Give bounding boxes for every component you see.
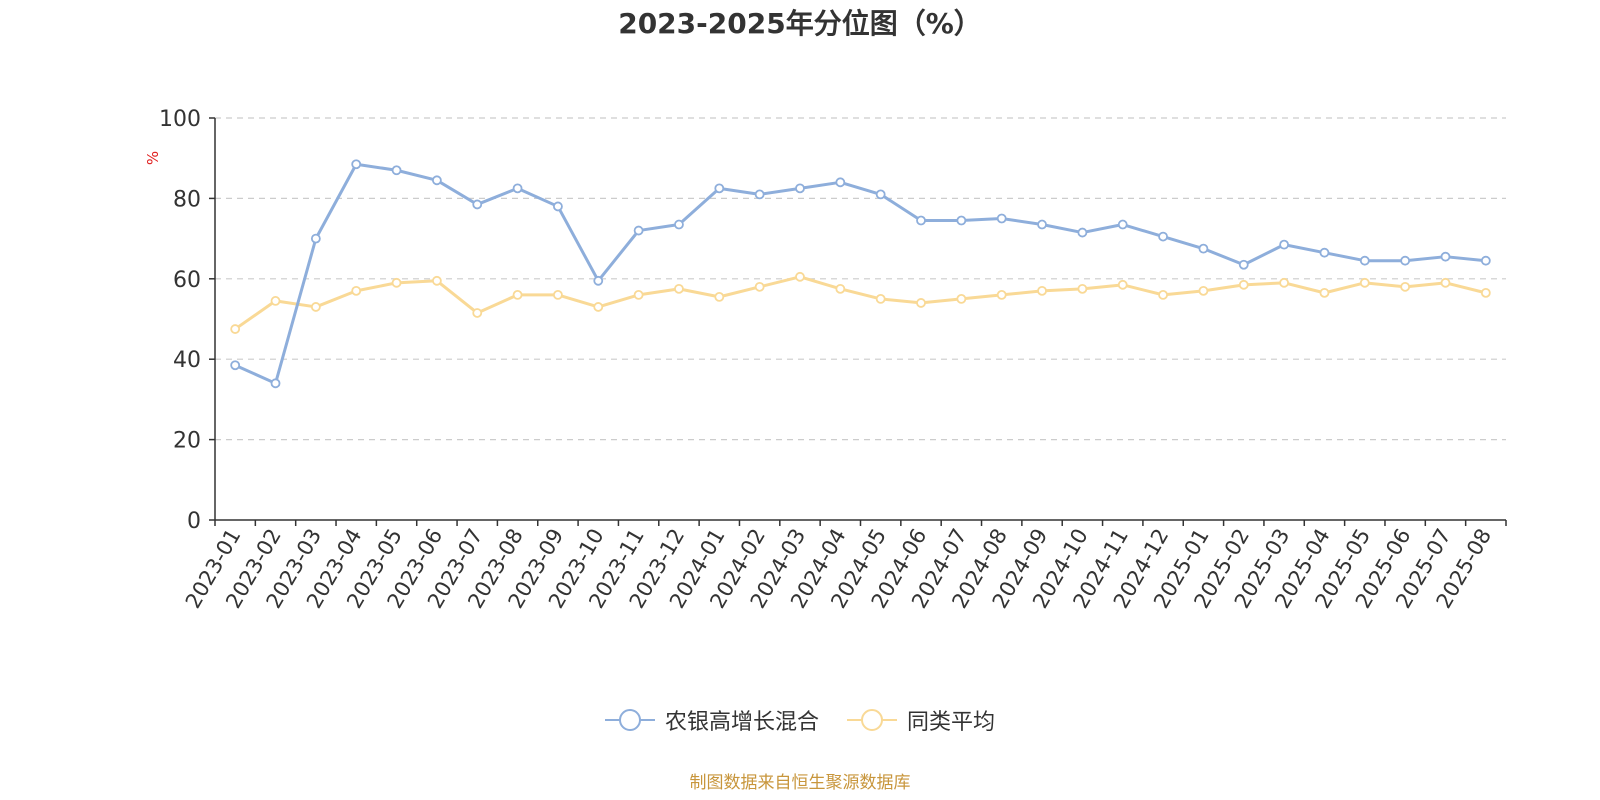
data-point	[714, 291, 725, 302]
legend-label-series-0: 农银高增长混合	[664, 710, 819, 735]
data-point	[1359, 255, 1370, 266]
data-point	[351, 285, 362, 296]
data-point	[1400, 255, 1411, 266]
data-point	[512, 183, 523, 194]
data-point	[674, 219, 684, 230]
data-point	[996, 213, 1007, 224]
data-point	[1037, 219, 1047, 230]
data-point	[916, 298, 926, 308]
data-point	[1480, 255, 1491, 266]
y-tick-label: 20	[173, 429, 201, 454]
data-point	[1238, 259, 1249, 270]
data-point	[754, 189, 765, 200]
data-point	[270, 378, 281, 389]
data-point	[1440, 251, 1451, 262]
y-axis-label: %	[144, 151, 162, 165]
data-point	[1117, 279, 1128, 290]
data-point	[1279, 277, 1290, 288]
data-point	[633, 225, 644, 236]
data-point	[956, 215, 967, 226]
data-point	[310, 302, 321, 312]
data-point	[916, 215, 926, 226]
series-1	[230, 271, 1491, 334]
data-point	[593, 275, 604, 286]
data-point	[553, 201, 563, 212]
data-point	[835, 283, 846, 294]
data-point	[956, 293, 967, 304]
data-point	[1359, 277, 1370, 288]
data-point	[1480, 287, 1491, 298]
line-chart: 020406080100%2023-012023-022023-032023-0…	[144, 107, 1507, 612]
y-tick-label: 40	[173, 348, 201, 373]
legend-marker-series-1	[847, 709, 897, 731]
legend-label-series-1: 同类平均	[907, 710, 996, 735]
data-point	[391, 277, 402, 288]
data-point	[795, 271, 805, 282]
y-tick-label: 0	[187, 509, 201, 534]
data-point	[674, 283, 684, 294]
data-point	[1158, 289, 1168, 300]
y-tick-label: 60	[173, 268, 201, 293]
data-point	[1077, 227, 1088, 238]
data-point	[1400, 281, 1411, 292]
data-point	[1117, 219, 1128, 230]
chart-title: 2023-2025年分位图（%）	[618, 7, 982, 40]
data-point	[230, 360, 241, 371]
data-point	[1319, 287, 1330, 298]
data-point	[754, 281, 765, 292]
data-point	[1440, 277, 1451, 288]
data-point	[472, 308, 483, 318]
series-0	[230, 159, 1491, 389]
data-point	[230, 324, 241, 334]
data-point	[391, 165, 402, 176]
data-point	[553, 289, 563, 300]
series-line-1	[234, 275, 1487, 331]
data-point	[431, 175, 442, 186]
data-point	[593, 302, 604, 312]
legend-item-series-0[interactable]: 农银高增长混合	[604, 704, 819, 736]
data-point	[714, 183, 725, 194]
data-point	[351, 159, 362, 170]
legend-marker-series-0	[604, 709, 655, 731]
data-point	[1319, 247, 1330, 258]
data-point	[1198, 285, 1209, 296]
source-note: 制图数据来自恒生聚源数据库	[689, 773, 911, 793]
data-point	[996, 289, 1007, 300]
data-point	[270, 296, 281, 306]
series-line-0	[234, 162, 1486, 385]
data-point	[795, 183, 805, 194]
data-point	[1198, 243, 1209, 254]
data-point	[1279, 239, 1290, 250]
data-point	[835, 177, 846, 188]
legend: 农银高增长混合 同类平均	[0, 704, 1600, 736]
y-tick-label: 100	[159, 107, 201, 132]
data-point	[875, 189, 886, 200]
data-point	[1238, 279, 1249, 290]
legend-item-series-1[interactable]: 同类平均	[847, 704, 995, 736]
data-point	[431, 275, 442, 286]
data-point	[310, 233, 321, 244]
data-point	[875, 293, 886, 304]
data-point	[472, 199, 483, 210]
data-point	[512, 289, 523, 300]
data-point	[1037, 285, 1047, 296]
data-point	[1158, 231, 1168, 242]
data-point	[633, 289, 644, 300]
y-tick-label: 80	[173, 187, 201, 212]
data-point	[1077, 283, 1088, 294]
